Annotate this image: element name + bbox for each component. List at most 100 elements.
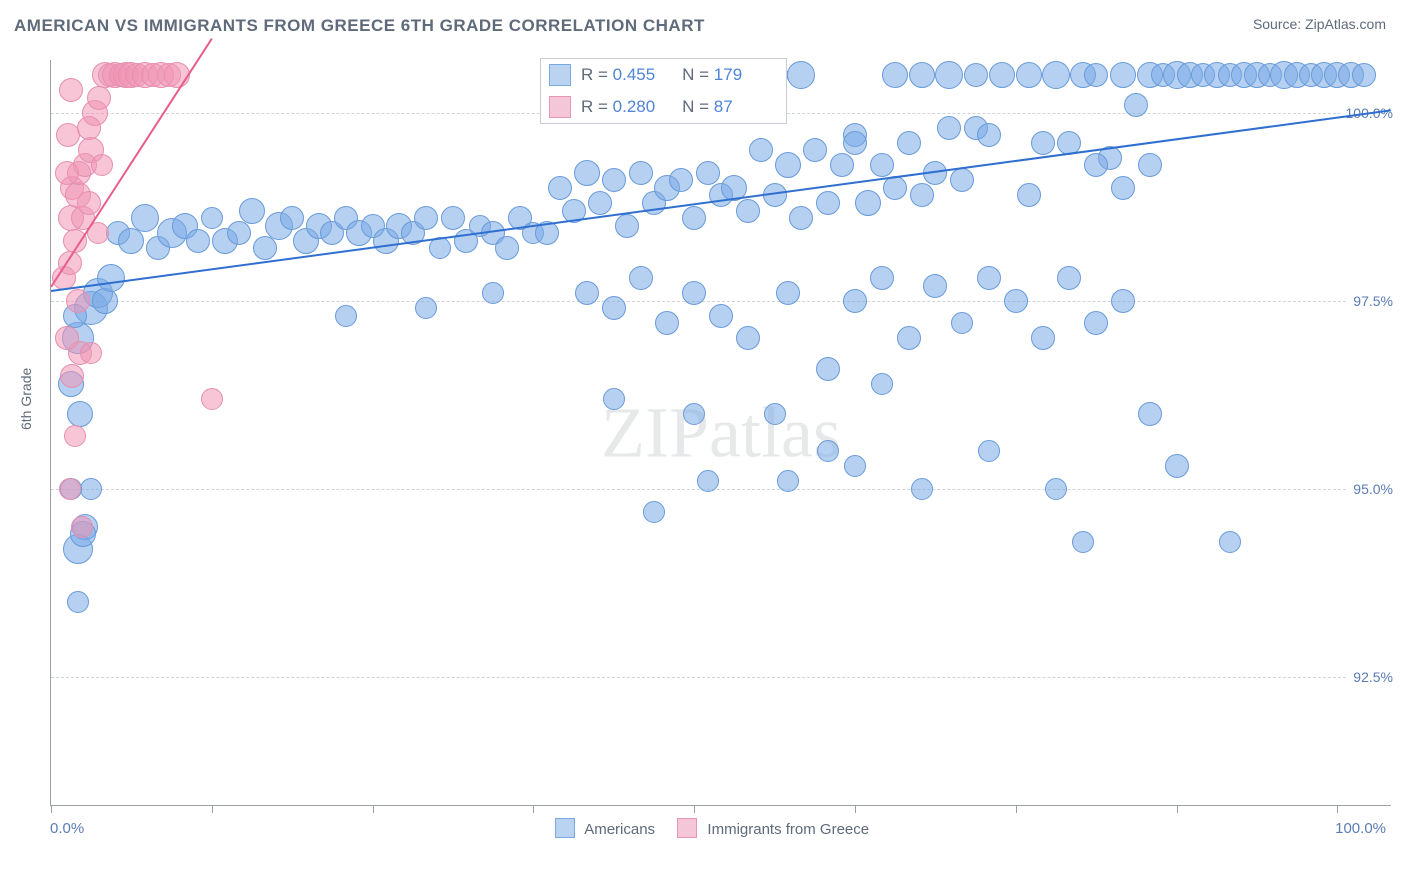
data-point [683, 403, 705, 425]
data-point [910, 183, 934, 207]
data-point [909, 62, 935, 88]
data-point [77, 116, 101, 140]
source-attribution: Source: ZipAtlas.com [1253, 16, 1386, 32]
data-point [871, 373, 893, 395]
y-tick-label: 92.5% [1347, 669, 1393, 685]
data-point [1072, 531, 1094, 553]
legend-label-greece: Immigrants from Greece [707, 821, 869, 838]
data-point [201, 207, 223, 229]
data-point [950, 168, 974, 192]
stats-row-americans: R = 0.455 N = 179 [541, 59, 786, 91]
data-point [67, 401, 93, 427]
data-point [80, 342, 102, 364]
data-point [1219, 531, 1241, 553]
data-point [55, 326, 79, 350]
data-point [1124, 93, 1148, 117]
data-point [1111, 289, 1135, 313]
data-point [1031, 326, 1055, 350]
data-point [131, 204, 159, 232]
data-point [186, 229, 210, 253]
data-point [1016, 62, 1042, 88]
data-point [603, 388, 625, 410]
data-point [59, 478, 81, 500]
n-label: N = [682, 97, 709, 117]
data-point [764, 403, 786, 425]
x-tick [373, 805, 374, 813]
data-point [97, 264, 125, 292]
data-point [977, 266, 1001, 290]
data-point [749, 138, 773, 162]
data-point [1084, 63, 1108, 87]
data-point [776, 281, 800, 305]
x-tick [212, 805, 213, 813]
correlation-stats-box: R = 0.455 N = 179 R = 0.280 N = 87 [540, 58, 787, 124]
data-point [629, 266, 653, 290]
data-point [77, 191, 101, 215]
gridline [51, 677, 1391, 678]
data-point [682, 281, 706, 305]
data-point [937, 116, 961, 140]
data-point [777, 470, 799, 492]
legend-bottom: Americans Immigrants from Greece [0, 818, 1406, 838]
data-point [816, 191, 840, 215]
data-point [55, 161, 79, 185]
data-point [736, 326, 760, 350]
data-point [1042, 61, 1070, 89]
data-point [575, 281, 599, 305]
data-point [923, 274, 947, 298]
x-tick [1177, 805, 1178, 813]
data-point [588, 191, 612, 215]
data-point [548, 176, 572, 200]
watermark: ZIPatlas [601, 391, 841, 474]
data-point [787, 61, 815, 89]
data-point [602, 168, 626, 192]
data-point [60, 364, 84, 388]
data-point [1084, 311, 1108, 335]
data-point [897, 326, 921, 350]
n-label: N = [682, 65, 709, 85]
data-point [441, 206, 465, 230]
x-tick [51, 805, 52, 813]
data-point [736, 199, 760, 223]
data-point [1045, 478, 1067, 500]
r-label: R = [581, 97, 608, 117]
data-point [709, 304, 733, 328]
data-point [830, 153, 854, 177]
swatch-pink [549, 96, 571, 118]
data-point [91, 154, 113, 176]
data-point [414, 206, 438, 230]
data-point [1138, 153, 1162, 177]
legend-swatch-greece [677, 818, 697, 838]
data-point [643, 501, 665, 523]
n-value-blue: 179 [714, 65, 774, 85]
data-point [897, 131, 921, 155]
data-point [870, 266, 894, 290]
data-point [1110, 62, 1136, 88]
data-point [71, 516, 93, 538]
legend-label-americans: Americans [584, 821, 655, 838]
source-link[interactable]: ZipAtlas.com [1305, 16, 1386, 32]
x-tick [1337, 805, 1338, 813]
data-point [64, 425, 86, 447]
data-point [1165, 454, 1189, 478]
data-point [495, 236, 519, 260]
data-point [59, 78, 83, 102]
y-tick-label: 95.0% [1347, 481, 1393, 497]
data-point [80, 478, 102, 500]
data-point [843, 131, 867, 155]
data-point [803, 138, 827, 162]
data-point [697, 470, 719, 492]
data-point [964, 63, 988, 87]
data-point [775, 152, 801, 178]
y-tick-label: 97.5% [1347, 293, 1393, 309]
r-label: R = [581, 65, 608, 85]
data-point [817, 440, 839, 462]
data-point [482, 282, 504, 304]
data-point [87, 86, 111, 110]
data-point [855, 190, 881, 216]
data-point [696, 161, 720, 185]
data-point [1138, 402, 1162, 426]
chart-title: AMERICAN VS IMMIGRANTS FROM GREECE 6TH G… [14, 16, 705, 36]
legend-swatch-americans [555, 818, 575, 838]
data-point [669, 168, 693, 192]
